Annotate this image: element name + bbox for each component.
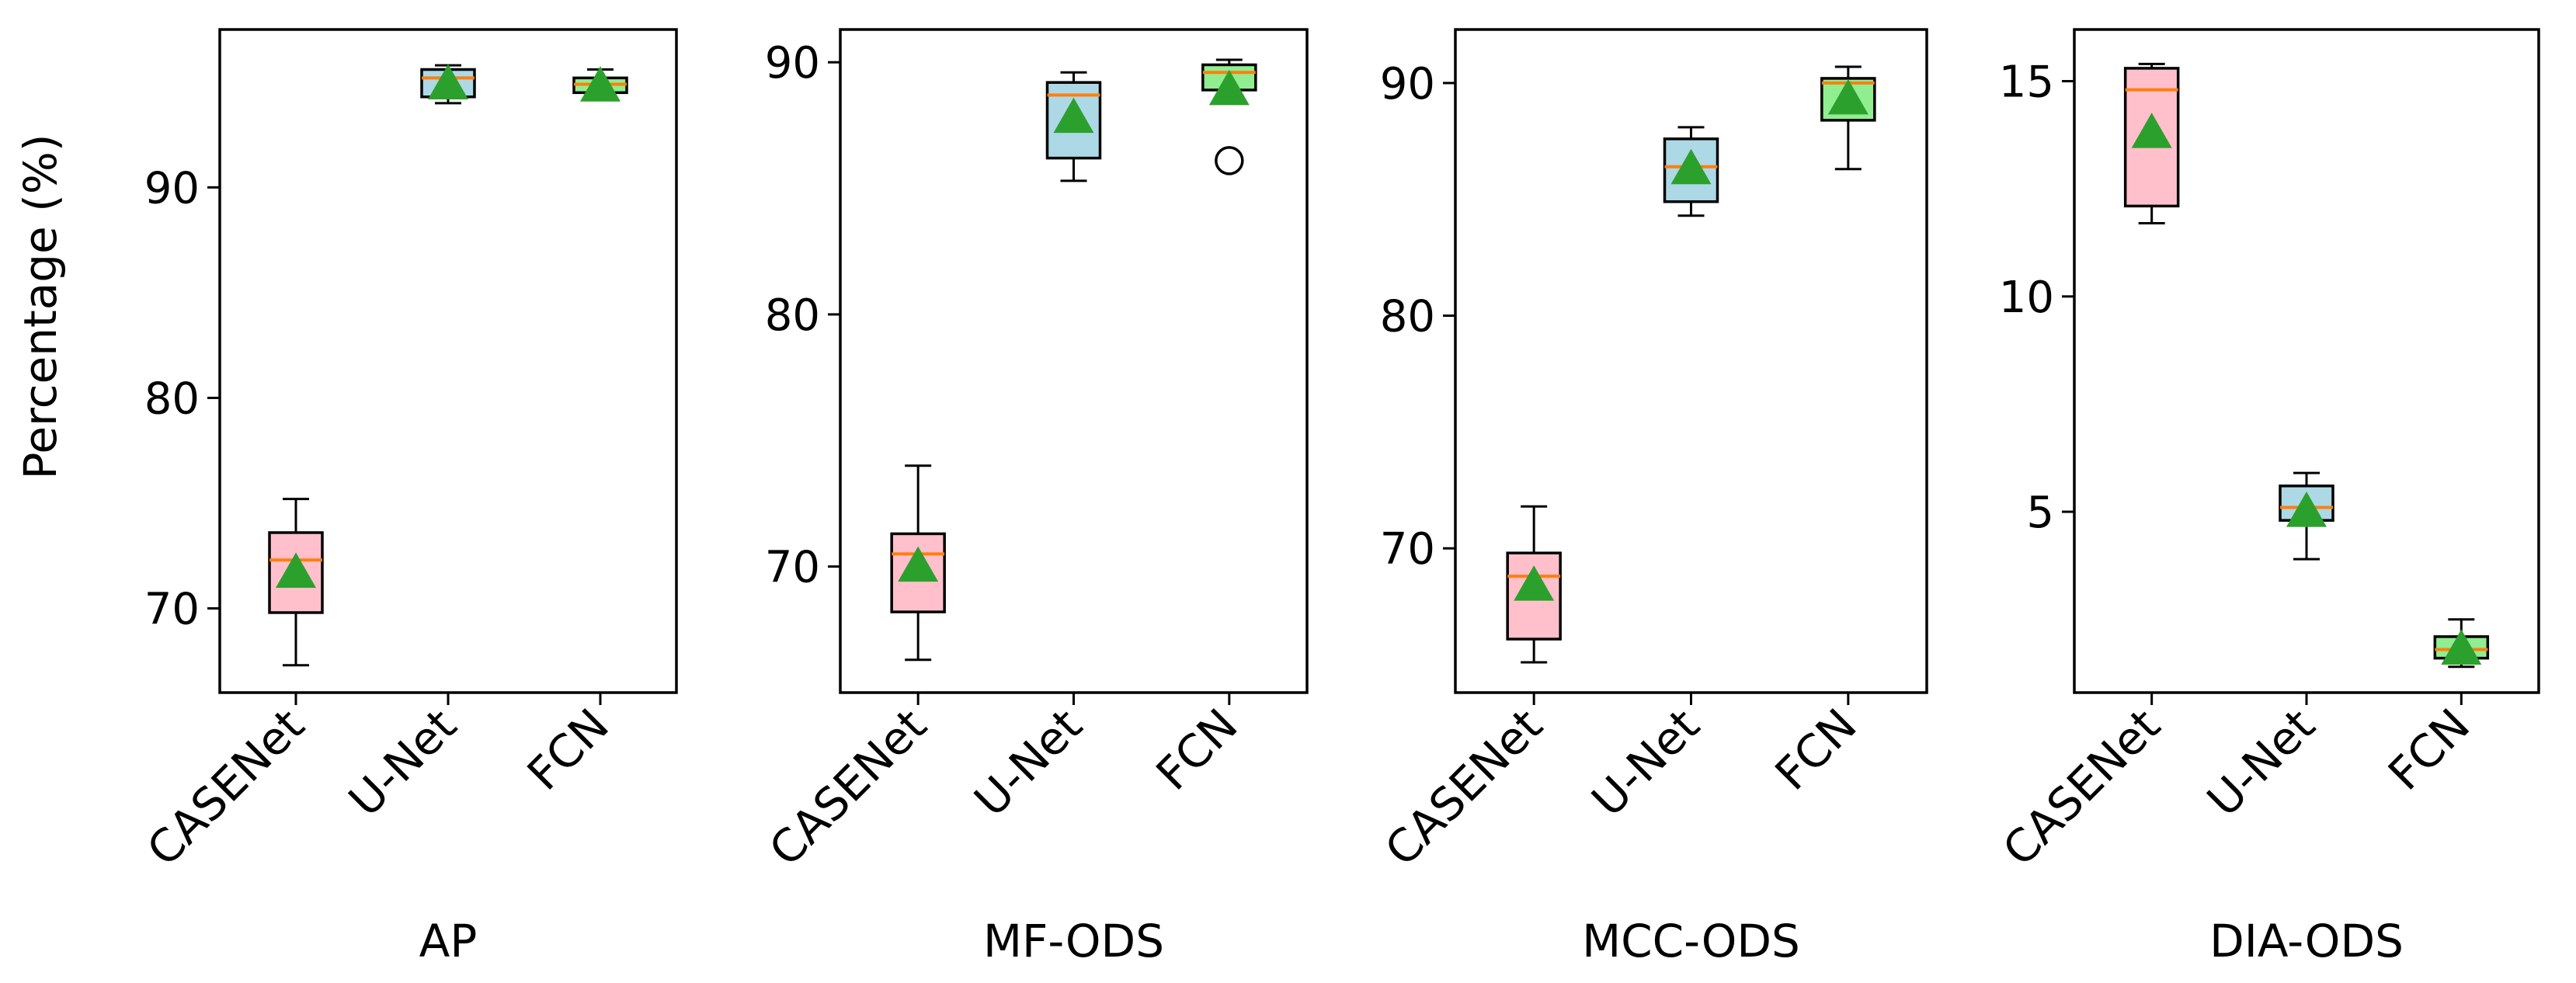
mean-marker [1827,78,1869,115]
box-fcn [1201,58,1257,175]
mean-marker [580,66,621,102]
box-casenet [2123,62,2180,225]
mean-marker [2286,492,2327,527]
mean-marker [276,552,316,588]
mean-marker [1514,565,1555,601]
y-tick-label: 80 [765,290,820,341]
mean-marker [1208,69,1250,106]
mean-marker [2441,629,2482,665]
x-axis-label: DIA-ODS [2209,915,2404,967]
box-u-net [420,64,476,105]
y-tick-label: 15 [1999,57,2054,108]
box-u-net [1045,71,1102,182]
y-tick-label: 5 [2026,488,2054,538]
mean-marker [898,546,939,582]
box-u-net [2279,471,2334,561]
box-fcn [572,66,628,102]
y-tick-label: 80 [1380,292,1435,342]
x-axis-label: MF-ODS [983,915,1164,967]
box-fcn [2433,618,2490,669]
y-tick-label: 70 [1380,524,1435,575]
box-casenet [890,464,946,662]
mean-marker [428,64,468,99]
y-tick-label: 90 [144,163,200,214]
box-casenet [268,498,324,667]
y-tick-label: 70 [144,585,200,635]
y-tick-label: 90 [765,38,820,89]
outlier-point [1215,146,1244,175]
box-fcn [1820,65,1876,171]
y-tick-label: 70 [765,543,820,593]
y-tick-label: 80 [144,373,200,424]
y-tick-label: 10 [1999,273,2054,323]
x-axis-label: AP [419,915,478,967]
mean-marker [1670,148,1712,185]
mean-marker [2131,113,2172,148]
y-tick-label: 90 [1380,59,1435,109]
box-u-net [1663,126,1719,217]
x-axis-label: MCC-ODS [1582,915,1800,967]
box-casenet [1506,505,1562,664]
y-axis-label: Percentage (%) [14,134,67,479]
mean-marker [1053,97,1094,134]
